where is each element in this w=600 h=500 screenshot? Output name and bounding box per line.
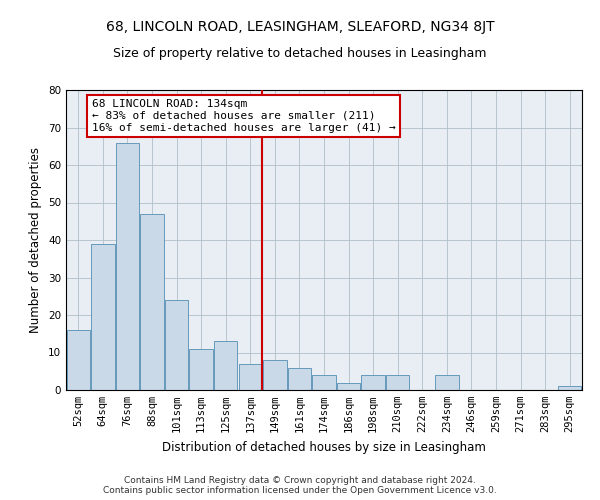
- Bar: [91, 244, 115, 390]
- Bar: [288, 368, 311, 390]
- Bar: [67, 330, 90, 390]
- Y-axis label: Number of detached properties: Number of detached properties: [29, 147, 43, 333]
- Bar: [313, 375, 335, 390]
- Bar: [239, 364, 262, 390]
- Bar: [558, 386, 581, 390]
- Bar: [361, 375, 385, 390]
- Text: 68 LINCOLN ROAD: 134sqm
← 83% of detached houses are smaller (211)
16% of semi-d: 68 LINCOLN ROAD: 134sqm ← 83% of detache…: [92, 100, 395, 132]
- Bar: [140, 214, 164, 390]
- Text: Size of property relative to detached houses in Leasingham: Size of property relative to detached ho…: [113, 48, 487, 60]
- Bar: [263, 360, 287, 390]
- Bar: [435, 375, 458, 390]
- X-axis label: Distribution of detached houses by size in Leasingham: Distribution of detached houses by size …: [162, 440, 486, 454]
- Bar: [190, 349, 213, 390]
- Bar: [116, 142, 139, 390]
- Bar: [214, 341, 238, 390]
- Bar: [337, 382, 360, 390]
- Bar: [165, 300, 188, 390]
- Text: Contains HM Land Registry data © Crown copyright and database right 2024.
Contai: Contains HM Land Registry data © Crown c…: [103, 476, 497, 495]
- Bar: [386, 375, 409, 390]
- Text: 68, LINCOLN ROAD, LEASINGHAM, SLEAFORD, NG34 8JT: 68, LINCOLN ROAD, LEASINGHAM, SLEAFORD, …: [106, 20, 494, 34]
